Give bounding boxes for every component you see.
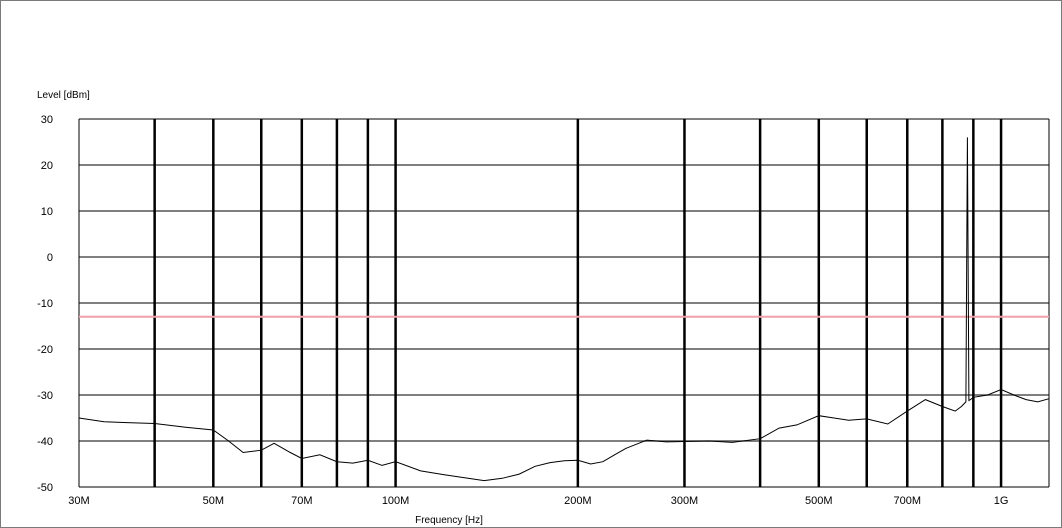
x-tick-label: 100M [382,495,410,507]
y-tick-label: 0 [47,252,53,264]
x-axis-label: Frequency [Hz] [415,515,483,526]
x-tick-label: 200M [564,495,592,507]
y-tick-label: -50 [37,482,53,494]
vertical-gridlines [78,119,1050,487]
level-trace [78,137,1050,482]
x-tick-label: 30M [68,495,89,507]
x-tick-label: 70M [291,495,312,507]
x-tick-label: 700M [894,495,922,507]
y-tick-label: -20 [37,344,53,356]
x-tick-label: 1G [994,495,1009,507]
horizontal-gridlines [79,118,1049,488]
x-tick-label: 500M [805,495,833,507]
y-tick-labels: 30 20 10 0 -10 -20 -30 -40 -50 [37,114,53,494]
x-tick-label: 50M [203,495,224,507]
y-tick-label: -10 [37,298,53,310]
y-tick-label: -40 [37,436,53,448]
series-group [78,137,1050,482]
y-axis-label: Level [dBm] [37,90,90,101]
y-tick-label: -30 [37,390,53,402]
y-tick-label: 10 [41,206,53,218]
y-tick-label: 20 [41,160,53,172]
x-tick-label: 300M [671,495,699,507]
y-tick-label: 30 [41,114,53,126]
x-tick-labels: 30M 50M 70M 100M 200M 300M 500M 700M 1G [68,495,1008,507]
